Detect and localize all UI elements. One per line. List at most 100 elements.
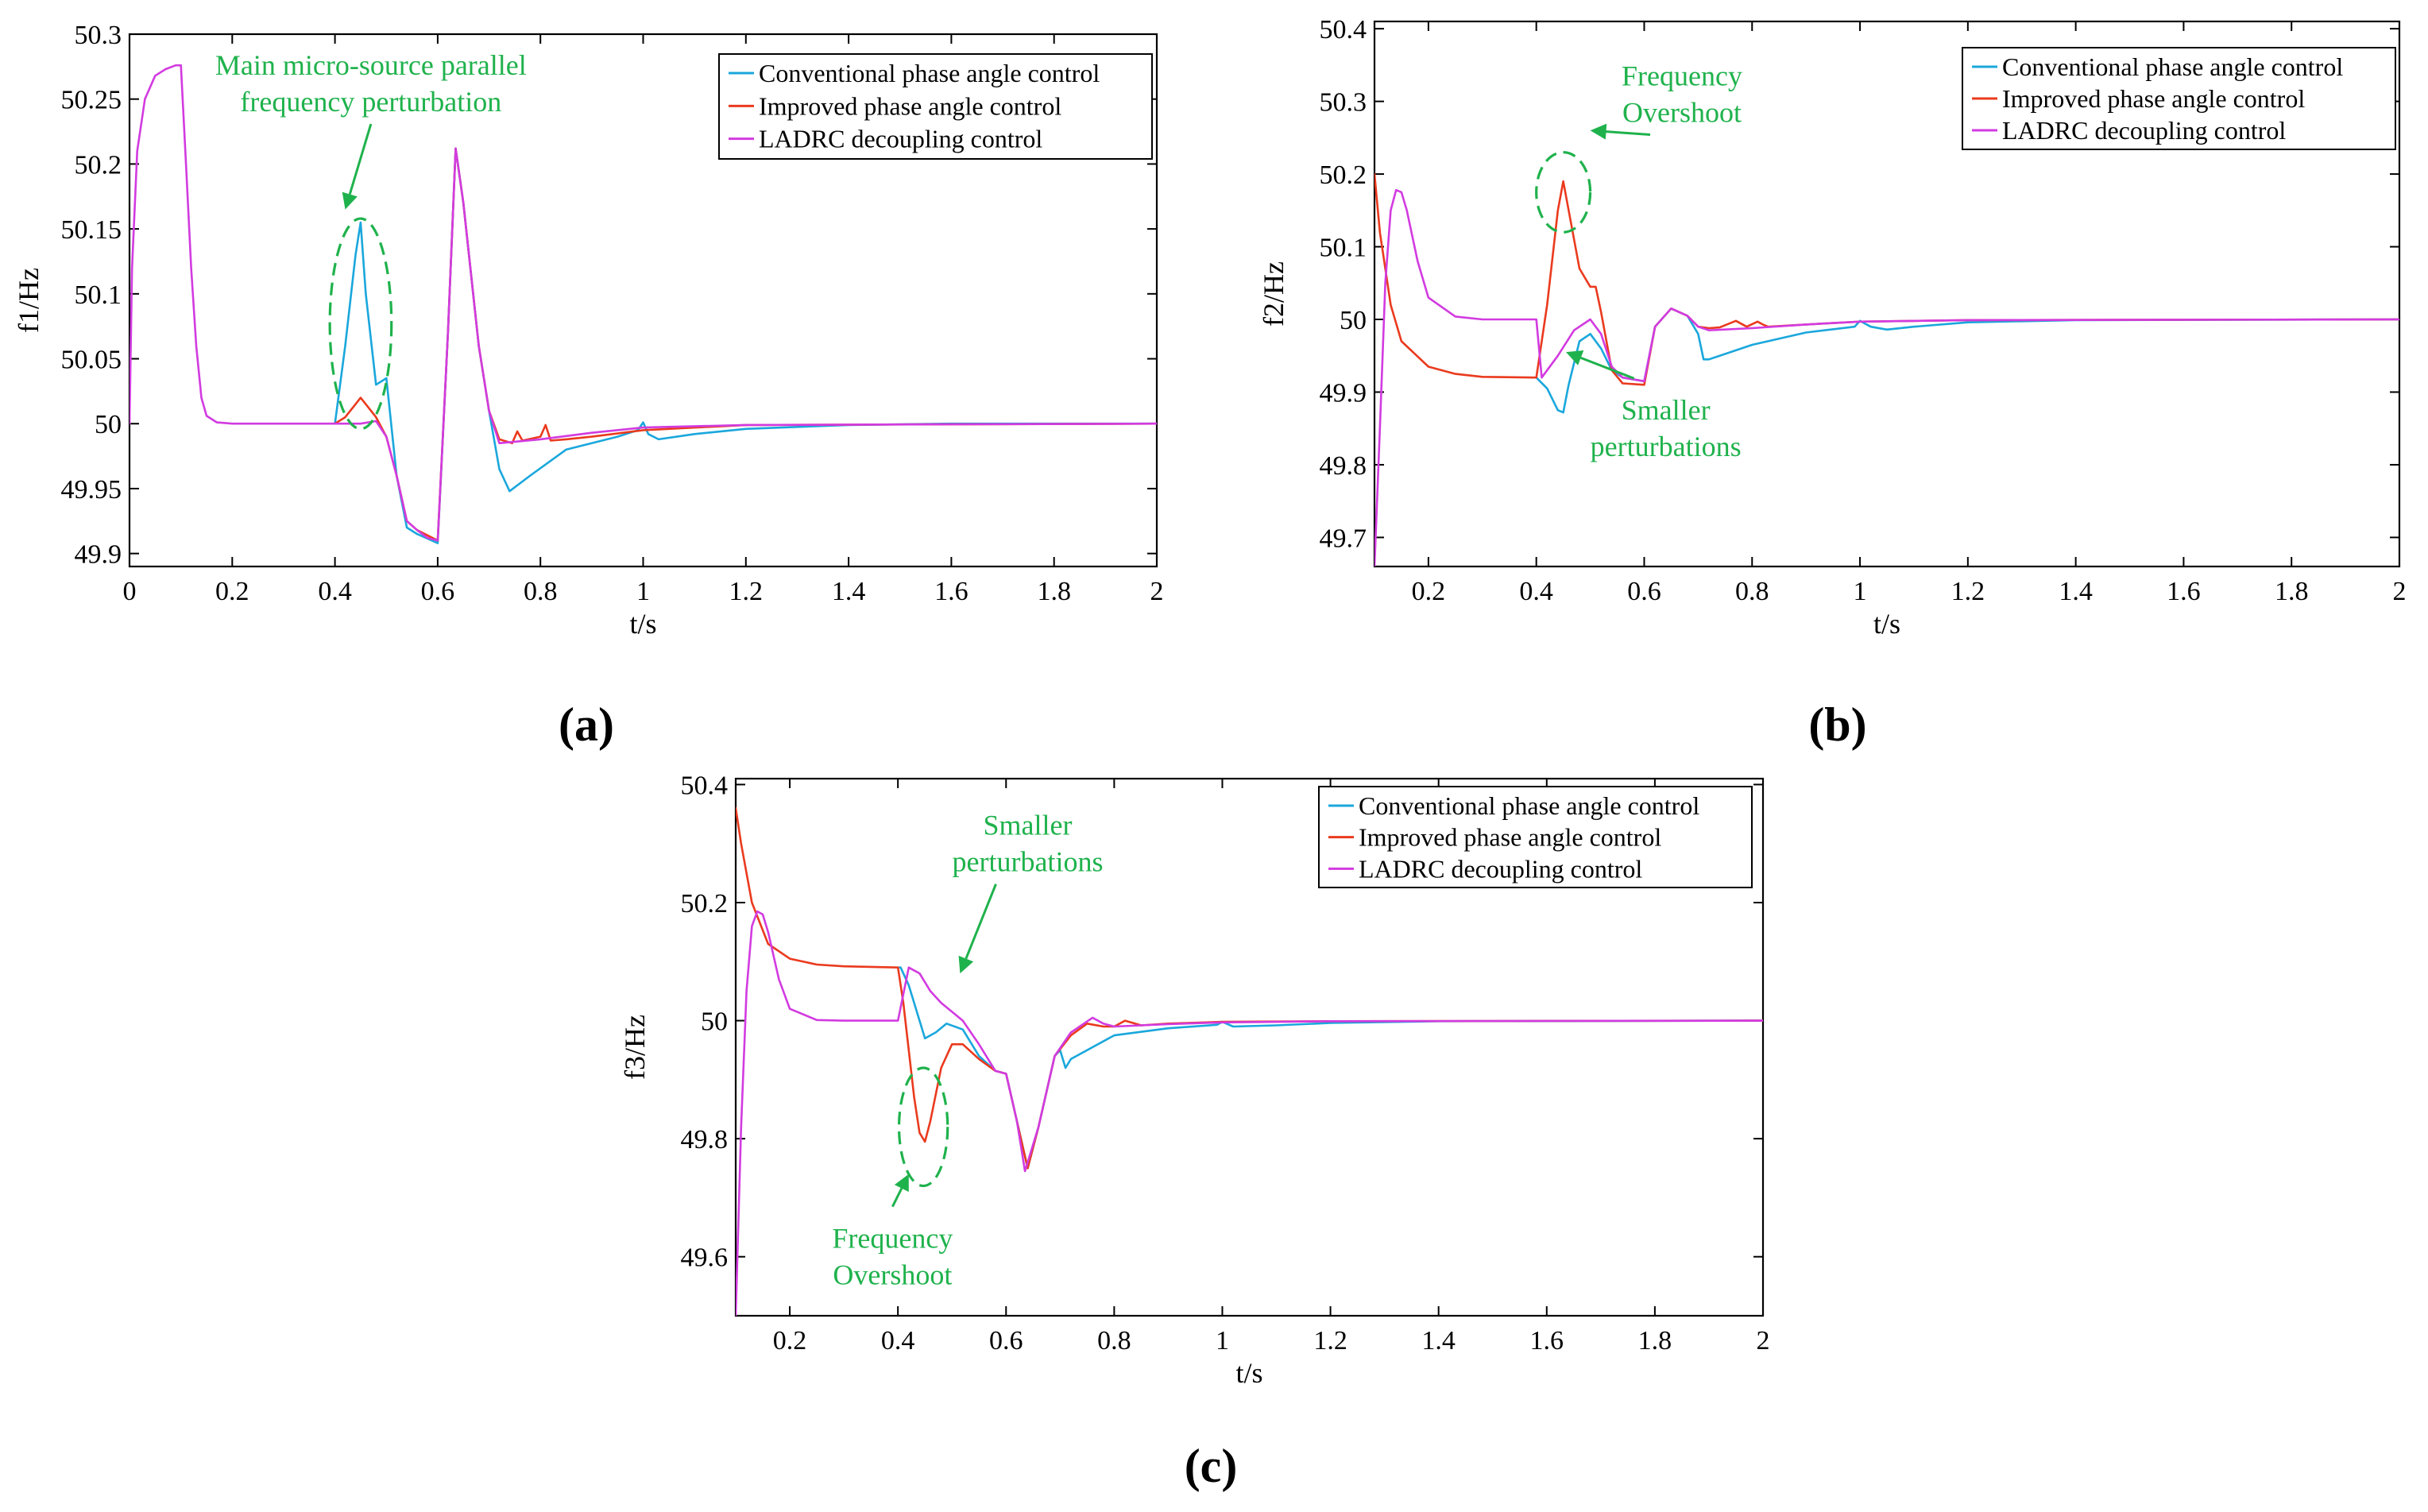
annotation-arrow-shaft (891, 1187, 903, 1208)
x-tick-label: 2 (1757, 1326, 1770, 1355)
x-tick-label: 0.4 (1519, 577, 1553, 606)
x-tick-label: 0.6 (1627, 577, 1661, 606)
x-tick-label: 1.8 (1037, 577, 1071, 606)
x-tick-label: 0.2 (1412, 577, 1446, 606)
x-tick-label: 1.2 (729, 577, 764, 606)
panel-label: (a) (559, 698, 614, 751)
y-tick-label: 50.4 (681, 771, 729, 800)
annotation-2: Smaller perturbations (1566, 350, 1742, 462)
y-tick-label: 49.9 (1320, 378, 1367, 408)
annotation-1: Main micro-source parallel frequency pert… (215, 49, 527, 431)
y-tick-label: 49.6 (681, 1243, 729, 1273)
y-tick-label: 49.7 (1320, 524, 1367, 553)
annotation-arrow-head (342, 191, 358, 210)
annotation-arrow-head (894, 1174, 909, 1193)
y-tick-label: 50 (95, 410, 122, 439)
annotation-1: Smaller perturbations (953, 810, 1104, 974)
annotation-text: Smaller (1622, 394, 1711, 426)
x-axis-label: t/s (1235, 1357, 1262, 1389)
x-tick-label: 1.2 (1951, 577, 1985, 606)
annotation-arrow-shaft (965, 884, 997, 960)
panel-label: (c) (1185, 1440, 1238, 1492)
legend-entry: Conventional phase angle control (2002, 52, 2343, 81)
x-tick-label: 0.2 (215, 577, 249, 606)
legend-entry: LADRC decoupling control (2002, 116, 2286, 145)
x-tick-label: 0.6 (421, 577, 455, 606)
y-axis-label: f2/Hz (1258, 261, 1289, 327)
y-tick-label: 49.8 (681, 1125, 729, 1154)
x-tick-label: 1 (636, 577, 650, 606)
annotation-2: Frequency Overshoot (832, 1066, 953, 1291)
y-tick-label: 50.05 (61, 346, 122, 375)
series-line-ladrc (1374, 188, 2399, 567)
series-group (130, 64, 1157, 544)
annotation-text: Frequency (1622, 60, 1742, 91)
annotation-arrow-shaft (1580, 356, 1635, 380)
annotation-ellipse (1535, 151, 1592, 234)
annotation-arrow-shaft (348, 123, 373, 195)
legend-box (1318, 786, 1753, 888)
x-tick-label: 0.6 (989, 1326, 1023, 1355)
chart-panel-3: 0.2 0.4 0.6 0.8 1 1.2 1.4 1.6 1.8 2 49.6 49.8 50 50.2… (619, 771, 1770, 1492)
chart-panel-1: 0 0.2 0.4 0.6 0.8 1 1.2 1.4 1.6 1.8 2 49.9 49.95 50 50… (13, 21, 1164, 751)
legend-box (718, 53, 1153, 160)
y-tick-label: 50 (701, 1007, 728, 1037)
y-tick-label: 50.3 (1320, 88, 1367, 118)
x-tick-label: 0.2 (773, 1326, 807, 1355)
annotation-text: Smaller (983, 810, 1072, 841)
x-tick-label: 0.8 (1097, 1326, 1131, 1355)
annotation-text: frequency perturbation (240, 86, 501, 118)
series-line-ladrc (736, 910, 1763, 1316)
x-tick-label: 1.4 (1421, 1326, 1456, 1355)
y-tick-label: 50.2 (1320, 160, 1367, 190)
legend-box (1962, 47, 2396, 150)
y-axis-label: f1/Hz (13, 268, 44, 333)
x-tick-label: 1.6 (1530, 1326, 1564, 1355)
legend: Conventional phase angle control Improved… (1962, 47, 2396, 150)
x-tick-label: 1.6 (2167, 577, 2201, 606)
legend-entry: Conventional phase angle control (1359, 791, 1699, 820)
x-axis-label: t/s (629, 608, 656, 640)
y-tick-label: 49.95 (61, 475, 122, 505)
y-tick-label: 49.9 (75, 540, 122, 570)
series-group (1374, 172, 2399, 567)
annotation-text: perturbations (1591, 431, 1742, 462)
x-tick-label: 1 (1216, 1326, 1229, 1355)
annotation-text: perturbations (953, 846, 1104, 878)
x-tick-label: 2 (2393, 577, 2407, 606)
annotation-ellipse (897, 1066, 949, 1188)
legend-entry: LADRC decoupling control (1359, 854, 1642, 883)
y-tick-label: 49.8 (1320, 451, 1367, 481)
y-tick-label: 50.1 (1320, 234, 1367, 263)
x-axis-label: t/s (1873, 608, 1900, 640)
annotation-arrow-head (958, 955, 974, 974)
legend-entry: Improved phase angle control (1359, 823, 1661, 852)
x-tick-label: 1.2 (1313, 1326, 1347, 1355)
series-group (736, 806, 1763, 1316)
x-tick-label: 1.4 (832, 577, 866, 606)
annotation-1: Frequency Overshoot (1535, 60, 1742, 234)
y-tick-label: 50.2 (75, 150, 122, 180)
x-tick-label: 2 (1150, 577, 1164, 606)
x-tick-label: 1.4 (2059, 577, 2093, 606)
y-axis-label: f3/Hz (619, 1015, 651, 1080)
legend-entry: LADRC decoupling control (759, 125, 1042, 153)
y-tick-label: 50.3 (75, 21, 122, 50)
panel-label: (b) (1808, 698, 1866, 751)
x-tick-label: 0.4 (881, 1326, 915, 1355)
annotation-arrow-shaft (1606, 130, 1651, 136)
y-tick-label: 50.25 (61, 86, 122, 115)
series-line-ladrc (130, 64, 1157, 542)
x-tick-label: 0 (123, 577, 137, 606)
legend: Conventional phase angle control Improved… (1318, 786, 1753, 888)
y-tick-label: 50.1 (75, 280, 122, 310)
series-line-improved (1374, 172, 2399, 386)
legend-entry: Improved phase angle control (759, 91, 1061, 120)
y-tick-label: 50.2 (681, 889, 729, 918)
y-tick-label: 50 (1340, 306, 1367, 335)
y-tick-label: 50.4 (1320, 15, 1367, 44)
annotation-text: Main micro-source parallel (215, 49, 527, 81)
series-line-improved (736, 806, 1763, 1170)
chart-panel-2: 0.2 0.4 0.6 0.8 1 1.2 1.4 1.6 1.8 2 49.7 49.8 49.9 50… (1258, 15, 2407, 751)
